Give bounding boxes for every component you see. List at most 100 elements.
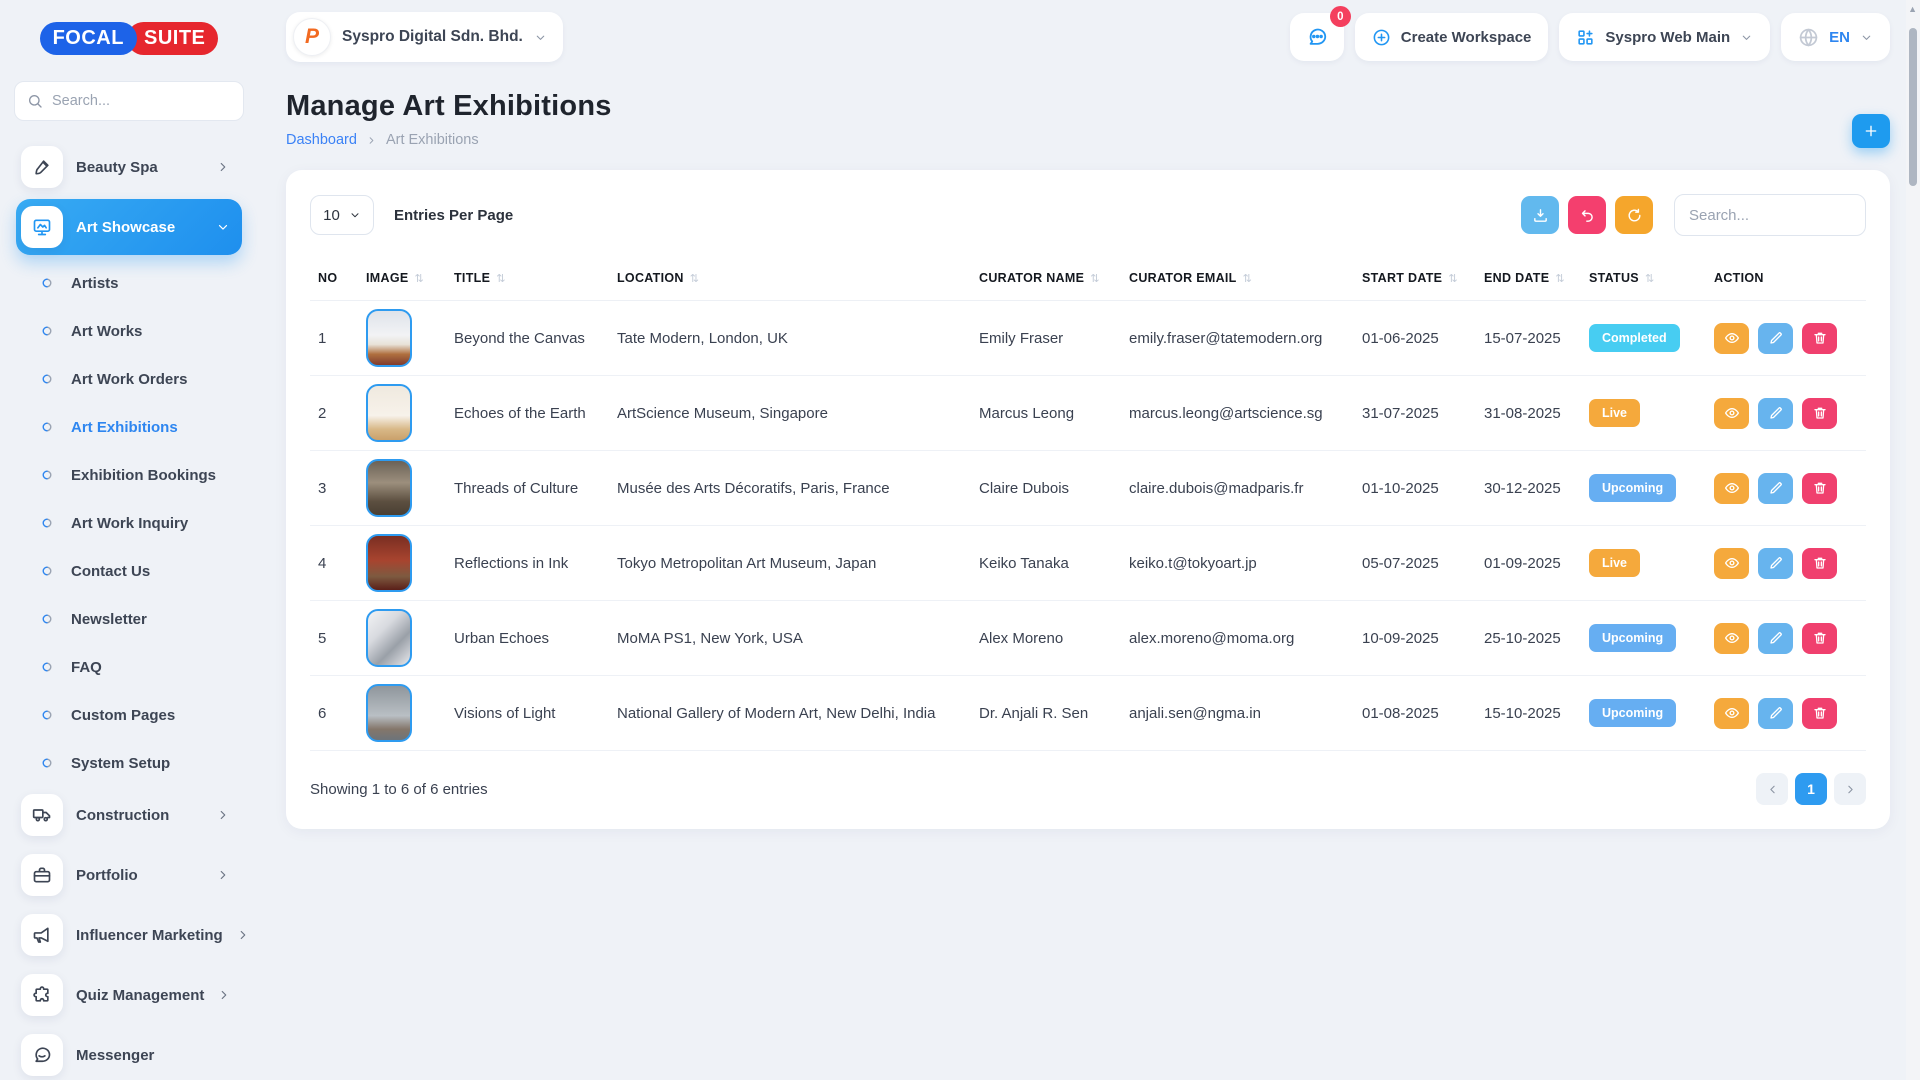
column-header-start-date[interactable]: START DATE ⇅	[1354, 256, 1476, 301]
view-button[interactable]	[1714, 397, 1749, 429]
cell-title: Threads of Culture	[446, 450, 609, 526]
cell-end-date: 01-09-2025	[1476, 525, 1581, 601]
refresh-button[interactable]	[1615, 196, 1653, 234]
entries-per-page-select[interactable]: 10	[310, 195, 374, 235]
view-button[interactable]	[1714, 697, 1749, 729]
cell-status: Upcoming	[1581, 675, 1706, 751]
exhibition-thumbnail[interactable]	[366, 534, 412, 592]
sidebar-item-custom-pages[interactable]: Custom Pages	[14, 691, 244, 739]
column-header-action: ACTION	[1706, 256, 1866, 301]
edit-button[interactable]	[1758, 547, 1793, 579]
sidebar-item-contact-us[interactable]: Contact Us	[14, 547, 244, 595]
submenu-dot-icon	[42, 326, 52, 336]
messages-button[interactable]: 0	[1289, 6, 1351, 61]
column-header-location[interactable]: LOCATION ⇅	[609, 256, 971, 301]
edit-button[interactable]	[1758, 322, 1793, 354]
column-header-image[interactable]: IMAGE ⇅	[358, 256, 446, 301]
logo-focal: FOCAL	[39, 22, 137, 55]
language-selector[interactable]: EN	[1781, 13, 1890, 61]
column-header-no: NO	[310, 256, 358, 301]
page-1-button[interactable]: 1	[1795, 773, 1827, 805]
workspace-menu-button[interactable]: Syspro Web Main	[1559, 13, 1771, 61]
sidebar-item-art-works[interactable]: Art Works	[14, 307, 244, 355]
export-button[interactable]	[1521, 196, 1559, 234]
column-header-end-date[interactable]: END DATE ⇅	[1476, 256, 1581, 301]
exhibition-thumbnail[interactable]	[366, 384, 412, 442]
plus-circle-icon	[1372, 28, 1391, 47]
column-header-curator-email[interactable]: CURATOR EMAIL ⇅	[1121, 256, 1354, 301]
sidebar-item-label: Construction	[76, 806, 170, 824]
sidebar-item-portfolio[interactable]: Portfolio	[16, 847, 242, 903]
sort-icon: ⇅	[1555, 273, 1565, 285]
view-button[interactable]	[1714, 472, 1749, 504]
sidebar-item-exhibition-bookings[interactable]: Exhibition Bookings	[14, 451, 244, 499]
exhibition-thumbnail[interactable]	[366, 309, 412, 367]
edit-button[interactable]	[1758, 697, 1793, 729]
cell-curator-email: marcus.leong@artscience.sg	[1121, 375, 1354, 451]
sidebar-item-artists[interactable]: Artists	[14, 259, 244, 307]
cell-end-date: 15-10-2025	[1476, 675, 1581, 751]
delete-button[interactable]	[1802, 322, 1837, 354]
create-workspace-button[interactable]: Create Workspace	[1354, 13, 1549, 61]
column-header-status[interactable]: STATUS ⇅	[1581, 256, 1706, 301]
view-button[interactable]	[1714, 622, 1749, 654]
sidebar-search[interactable]	[14, 81, 244, 121]
exhibition-thumbnail[interactable]	[366, 684, 412, 742]
table-search-input[interactable]	[1674, 194, 1866, 236]
table-row: 3 Threads of Culture Musée des Arts Déco…	[310, 450, 1866, 526]
sidebar-item-construction[interactable]: Construction	[16, 787, 242, 843]
breadcrumb-dashboard-link[interactable]: Dashboard	[286, 132, 357, 148]
sidebar-item-newsletter[interactable]: Newsletter	[14, 595, 244, 643]
pencil-icon	[1768, 630, 1784, 646]
cell-curator-email: alex.moreno@moma.org	[1121, 600, 1354, 676]
sidebar-item-system-setup[interactable]: System Setup	[14, 739, 244, 787]
sidebar-item-art-showcase[interactable]: Art Showcase	[16, 199, 242, 255]
delete-button[interactable]	[1802, 697, 1837, 729]
sidebar-item-quiz-management[interactable]: Quiz Management	[16, 967, 242, 1023]
pencil-icon	[1768, 330, 1784, 346]
exhibition-thumbnail[interactable]	[366, 609, 412, 667]
cell-image	[358, 375, 446, 451]
sidebar-search-input[interactable]	[52, 93, 231, 109]
scrollbar-track[interactable]	[1906, 0, 1920, 1080]
scrollbar-thumb[interactable]	[1909, 28, 1917, 186]
sidebar-item-art-work-inquiry[interactable]: Art Work Inquiry	[14, 499, 244, 547]
delete-button[interactable]	[1802, 472, 1837, 504]
edit-button[interactable]	[1758, 472, 1793, 504]
edit-button[interactable]	[1758, 622, 1793, 654]
edit-button[interactable]	[1758, 397, 1793, 429]
globe-icon	[1798, 27, 1819, 48]
sidebar: FOCAL SUITE Beauty Spa Art Showcase Artist…	[0, 0, 258, 1080]
column-header-curator-name[interactable]: CURATOR NAME ⇅	[971, 256, 1121, 301]
workspace-selector[interactable]: P Syspro Digital Sdn. Bhd.	[286, 12, 563, 62]
cell-start-date: 01-06-2025	[1354, 300, 1476, 376]
sidebar-item-faq[interactable]: FAQ	[14, 643, 244, 691]
view-button[interactable]	[1714, 547, 1749, 579]
view-button[interactable]	[1714, 322, 1749, 354]
delete-button[interactable]	[1802, 397, 1837, 429]
sidebar-item-messenger[interactable]: Messenger	[16, 1027, 242, 1080]
table-row: 4 Reflections in Ink Tokyo Metropolitan …	[310, 525, 1866, 601]
add-exhibition-button[interactable]	[1852, 114, 1890, 148]
messages-badge: 0	[1329, 6, 1351, 27]
cell-curator-name: Claire Dubois	[971, 450, 1121, 526]
sidebar-item-art-work-orders[interactable]: Art Work Orders	[14, 355, 244, 403]
trash-icon	[1812, 330, 1828, 346]
sidebar-item-influencer-marketing[interactable]: Influencer Marketing	[16, 907, 246, 963]
chat-icon	[1306, 26, 1328, 48]
column-header-title[interactable]: TITLE ⇅	[446, 256, 609, 301]
cell-curator-email: claire.dubois@madparis.fr	[1121, 450, 1354, 526]
next-page-button[interactable]	[1834, 773, 1866, 805]
chevron-right-icon	[217, 988, 231, 1002]
delete-button[interactable]	[1802, 547, 1837, 579]
previous-page-button[interactable]	[1756, 773, 1788, 805]
cell-curator-email: keiko.t@tokyoart.jp	[1121, 525, 1354, 601]
reset-button[interactable]	[1568, 196, 1606, 234]
sidebar-item-beauty-spa[interactable]: Beauty Spa	[16, 139, 242, 195]
exhibition-thumbnail[interactable]	[366, 459, 412, 517]
sidebar-item-art-exhibitions[interactable]: Art Exhibitions	[14, 403, 244, 451]
portfolio-icon	[21, 854, 63, 896]
sort-icon: ⇅	[1448, 273, 1458, 285]
scrollbar-up-arrow[interactable]: ▲	[1908, 4, 1917, 14]
delete-button[interactable]	[1802, 622, 1837, 654]
